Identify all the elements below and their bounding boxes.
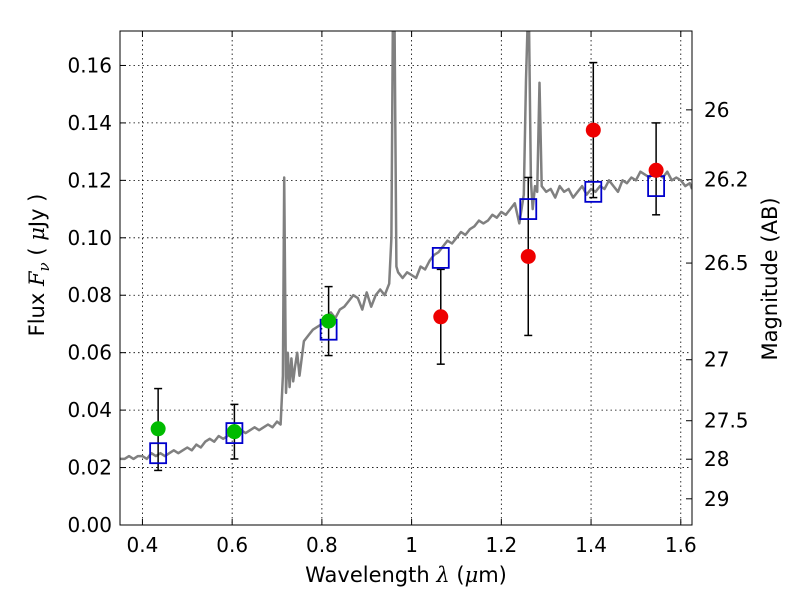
error-bars — [154, 61, 661, 472]
y-tick-label: 0.02 — [67, 456, 112, 480]
model-photometry-point — [519, 198, 538, 220]
grid — [120, 31, 692, 525]
y2-tick-label: 27.5 — [704, 409, 749, 433]
y-tick-label: 0.10 — [67, 226, 112, 250]
y2-tick-label: 26.5 — [704, 251, 749, 275]
y2-tick-label: 26.2 — [704, 168, 749, 192]
model-photometry-point — [225, 422, 244, 444]
x-tick-label: 0.6 — [216, 533, 248, 557]
y2-tick-label: 29 — [704, 487, 729, 511]
observed-flux-point — [433, 309, 449, 325]
observed-flux-point — [648, 162, 664, 178]
model-photometry-point — [584, 180, 603, 203]
spectrum-line — [120, 31, 692, 461]
plot-frame — [119, 30, 693, 526]
y-tick-label: 0.16 — [67, 53, 112, 77]
model-photometry-point — [431, 246, 450, 269]
observed-flux-point — [585, 122, 601, 138]
x-tick-label: 1 — [405, 533, 418, 557]
x-tick-label: 0.4 — [127, 533, 159, 557]
y2-tick-label: 28 — [704, 447, 729, 471]
y-axis-label: Flux Fν ( μJy ) — [25, 194, 53, 337]
observed-flux-point — [520, 248, 536, 264]
y-tick-label: 0.04 — [67, 398, 112, 422]
x-tick-label: 1.6 — [665, 533, 697, 557]
y-tick-label: 0.14 — [67, 111, 112, 135]
x-tick-label: 0.8 — [306, 533, 338, 557]
y-tick-label: 0.08 — [67, 283, 112, 307]
x-tick-label: 1.2 — [485, 533, 517, 557]
x-axis-label: Wavelength λ (μm) — [305, 563, 507, 587]
y2-axis-label: Magnitude (AB) — [758, 197, 782, 360]
x-tick-label: 1.4 — [575, 533, 607, 557]
observed-flux-point — [321, 313, 337, 329]
ticks: 0.4 0.6 0.8 1 1.2 1.4 1.6 0.00 0.02 0.04 0.06 0.08 0… — [67, 31, 749, 557]
model-photometry-point — [149, 442, 168, 465]
markers — [149, 122, 666, 465]
y-tick-label: 0.12 — [67, 168, 112, 192]
y2-tick-label: 26 — [704, 98, 729, 122]
y-tick-label: 0.06 — [67, 341, 112, 365]
y-tick-label: 0.00 — [67, 513, 112, 537]
spectrum-layer — [120, 31, 692, 461]
observed-flux-point — [226, 424, 242, 440]
y2-tick-label: 27 — [704, 348, 729, 372]
observed-flux-point — [150, 421, 166, 437]
